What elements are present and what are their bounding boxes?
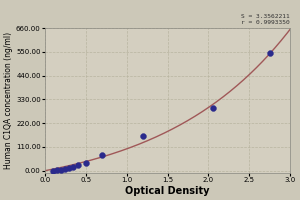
Text: S = 3.3562211
r = 0.9993350: S = 3.3562211 r = 0.9993350 [242,14,290,25]
Point [67,167,72,170]
Point [51,169,56,172]
Y-axis label: Human C1QA concentration (ng/ml): Human C1QA concentration (ng/ml) [4,32,13,169]
Point [83,162,88,165]
Point [63,167,68,171]
Point [59,168,64,171]
Point [75,164,80,167]
Point [141,135,146,138]
Point [71,165,76,168]
Point [267,51,272,55]
Point [100,153,104,156]
X-axis label: Optical Density: Optical Density [125,186,210,196]
Point [210,106,215,110]
Point [55,169,59,172]
